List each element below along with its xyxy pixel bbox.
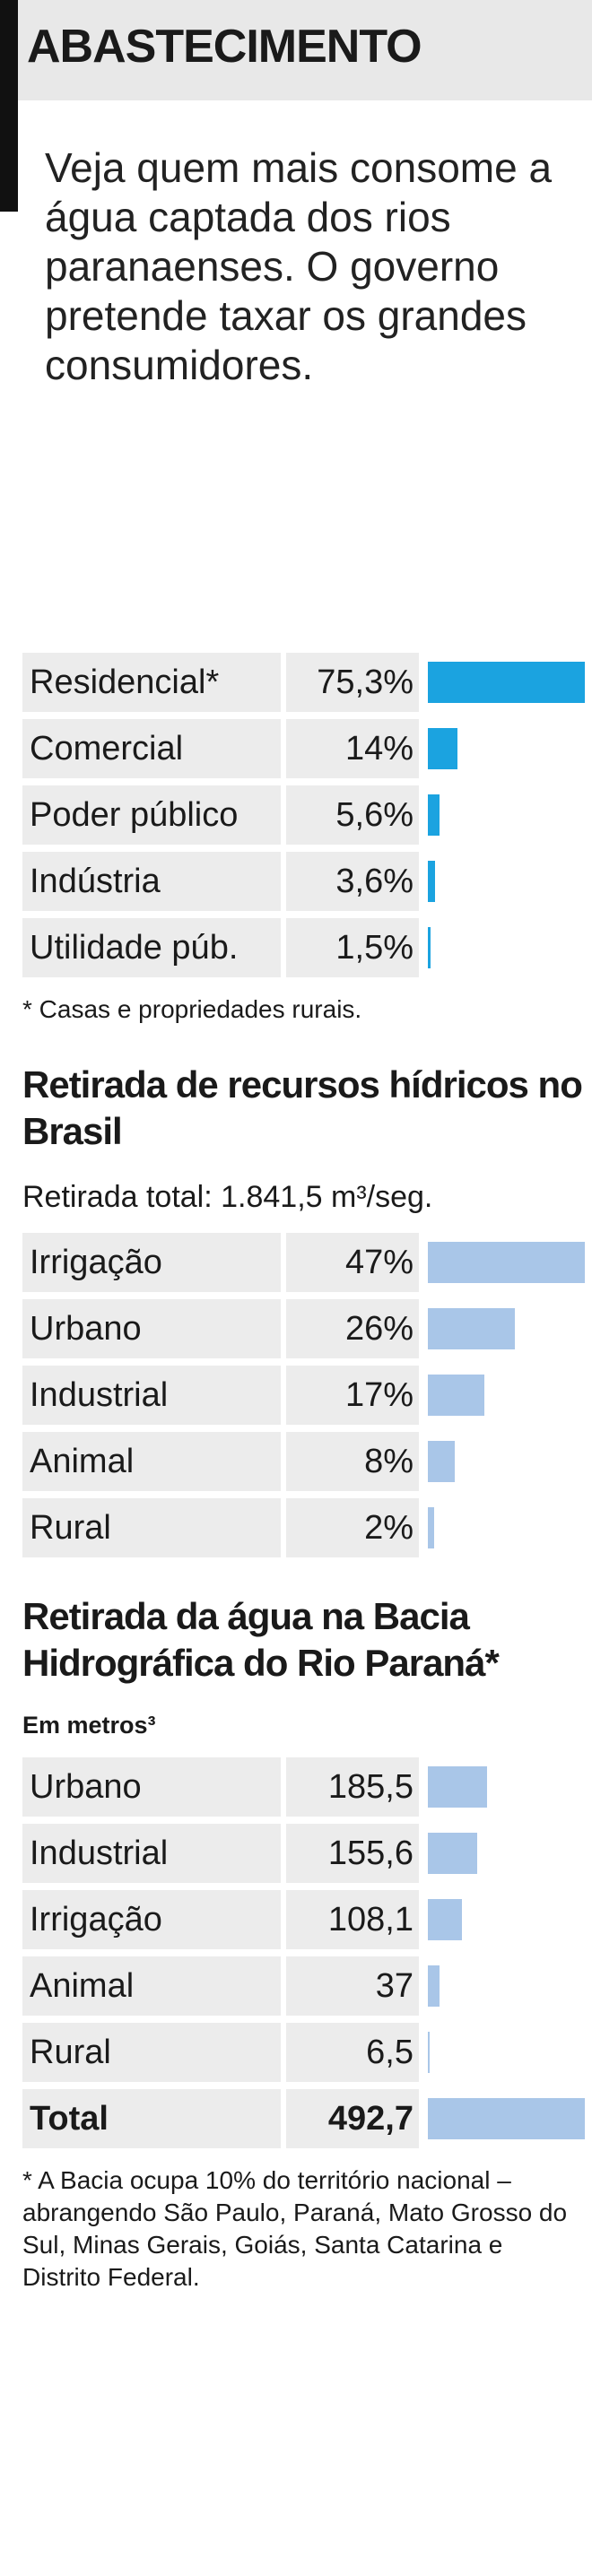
row: Rural 6,5 [22, 2023, 592, 2082]
category-label: Animal [22, 1956, 281, 2016]
bar [428, 927, 431, 968]
category-label: Rural [22, 2023, 281, 2082]
bar-cell [428, 1366, 585, 1425]
rows: Urbano 185,5 Industrial 155,6 Irrigação 108,1… [0, 1757, 592, 2148]
bar-cell [428, 918, 585, 977]
row: Poder público 5,6% [22, 785, 592, 845]
value-label: 108,1 [286, 1890, 419, 1949]
value-label: 75,3% [286, 653, 419, 712]
bar-cell [428, 1890, 585, 1949]
value-label: 3,6% [286, 852, 419, 911]
category-label: Animal [22, 1432, 281, 1491]
accent-bar [0, 0, 18, 212]
bar [428, 1965, 440, 2007]
value-label: 5,6% [286, 785, 419, 845]
charts: Residencial* 75,3% Comercial 14% Poder públi… [0, 653, 592, 2329]
bar-cell [428, 852, 585, 911]
bar-cell [428, 1233, 585, 1292]
chart: Residencial* 75,3% Comercial 14% Poder públi… [0, 653, 592, 1026]
category-label: Residencial* [22, 653, 281, 712]
category-label: Rural [22, 1498, 281, 1557]
value-label: 185,5 [286, 1757, 419, 1817]
bar-cell [428, 1956, 585, 2016]
row: Indústria 3,6% [22, 852, 592, 911]
value-label: 6,5 [286, 2023, 419, 2082]
row: Industrial 17% [22, 1366, 592, 1425]
category-label: Total [22, 2089, 281, 2148]
category-label: Poder público [22, 785, 281, 845]
chart: Retirada da água na Bacia Hidrográfica d… [0, 1593, 592, 2294]
value-label: 26% [286, 1299, 419, 1358]
category-label: Irrigação [22, 1890, 281, 1949]
value-label: 17% [286, 1366, 419, 1425]
bar [428, 1766, 487, 1808]
category-label: Industrial [22, 1824, 281, 1883]
value-label: 2% [286, 1498, 419, 1557]
row: Utilidade púb. 1,5% [22, 918, 592, 977]
rows: Irrigação 47% Urbano 26% Industrial 17% Animal… [0, 1233, 592, 1557]
row: Urbano 185,5 [22, 1757, 592, 1817]
bar-cell [428, 2023, 585, 2082]
category-label: Irrigação [22, 1233, 281, 1292]
category-label: Urbano [22, 1299, 281, 1358]
value-label: 37 [286, 1956, 419, 2016]
category-label: Urbano [22, 1757, 281, 1817]
bar [428, 861, 436, 902]
rows: Residencial* 75,3% Comercial 14% Poder públi… [0, 653, 592, 977]
bar-cell [428, 1757, 585, 1817]
value-label: 14% [286, 719, 419, 778]
header: ABASTECIMENTO Veja quem mais consome a á… [0, 0, 592, 628]
bar-cell [428, 653, 585, 712]
chart: Retirada de recursos hídricos no Brasil R… [0, 1062, 592, 1557]
row: Animal 37 [22, 1956, 592, 2016]
row: Industrial 155,6 [22, 1824, 592, 1883]
bar [428, 1899, 463, 1940]
bar-cell [428, 1299, 585, 1358]
value-label: 492,7 [286, 2089, 419, 2148]
bar [428, 2032, 431, 2073]
footnote: * Casas e propriedades rurais. [22, 995, 362, 1023]
bar-cell [428, 719, 585, 778]
footnote: * A Bacia ocupa 10% do território nacion… [22, 2166, 568, 2291]
bar [428, 1441, 455, 1482]
bar [428, 662, 585, 703]
bar [428, 1308, 515, 1349]
bar [428, 1833, 478, 1874]
row: Rural 2% [22, 1498, 592, 1557]
chart-title: Retirada de recursos hídricos no Brasil [22, 1063, 583, 1152]
bar [428, 1375, 485, 1416]
chart-title: Retirada da água na Bacia Hidrográfica d… [22, 1595, 500, 1684]
category-label: Indústria [22, 852, 281, 911]
row: Residencial* 75,3% [22, 653, 592, 712]
category-label: Comercial [22, 719, 281, 778]
bar [428, 794, 440, 836]
bar [428, 2098, 585, 2139]
row: Urbano 26% [22, 1299, 592, 1358]
bar-cell [428, 2089, 585, 2148]
chart-subtitle: Em metros³ [22, 1712, 156, 1739]
value-label: 155,6 [286, 1824, 419, 1883]
bar-cell [428, 1498, 585, 1557]
row: Irrigação 108,1 [22, 1890, 592, 1949]
row: Total 492,7 [22, 2089, 592, 2148]
category-label: Industrial [22, 1366, 281, 1425]
bar [428, 728, 457, 769]
value-label: 8% [286, 1432, 419, 1491]
title-box [18, 0, 592, 100]
chart-subtitle: Retirada total: 1.841,5 m³/seg. [22, 1180, 433, 1214]
value-label: 1,5% [286, 918, 419, 977]
row: Animal 8% [22, 1432, 592, 1491]
row: Irrigação 47% [22, 1233, 592, 1292]
bar [428, 1507, 435, 1548]
intro: Veja quem mais consome a água captada do… [45, 144, 553, 388]
bar [428, 1242, 585, 1283]
value-label: 47% [286, 1233, 419, 1292]
category-label: Utilidade púb. [22, 918, 281, 977]
bar-cell [428, 785, 585, 845]
row: Comercial 14% [22, 719, 592, 778]
title: ABASTECIMENTO [27, 21, 422, 73]
bar-cell [428, 1432, 585, 1491]
bar-cell [428, 1824, 585, 1883]
